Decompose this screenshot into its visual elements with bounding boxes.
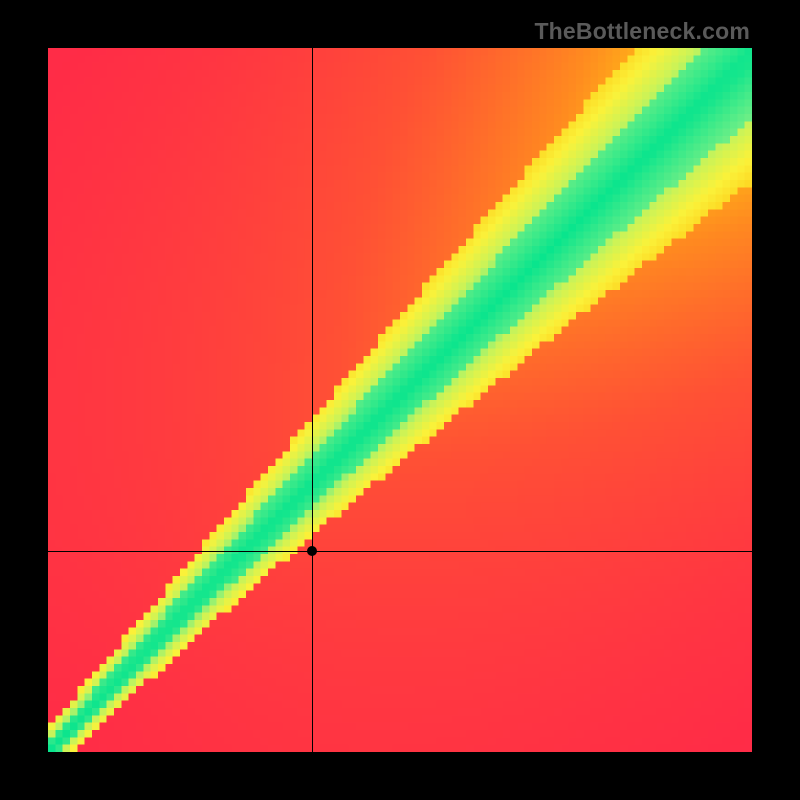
crosshair-horizontal bbox=[48, 551, 752, 552]
crosshair-vertical bbox=[312, 48, 313, 752]
bottleneck-heatmap bbox=[48, 48, 752, 752]
watermark-text: TheBottleneck.com bbox=[534, 18, 750, 45]
